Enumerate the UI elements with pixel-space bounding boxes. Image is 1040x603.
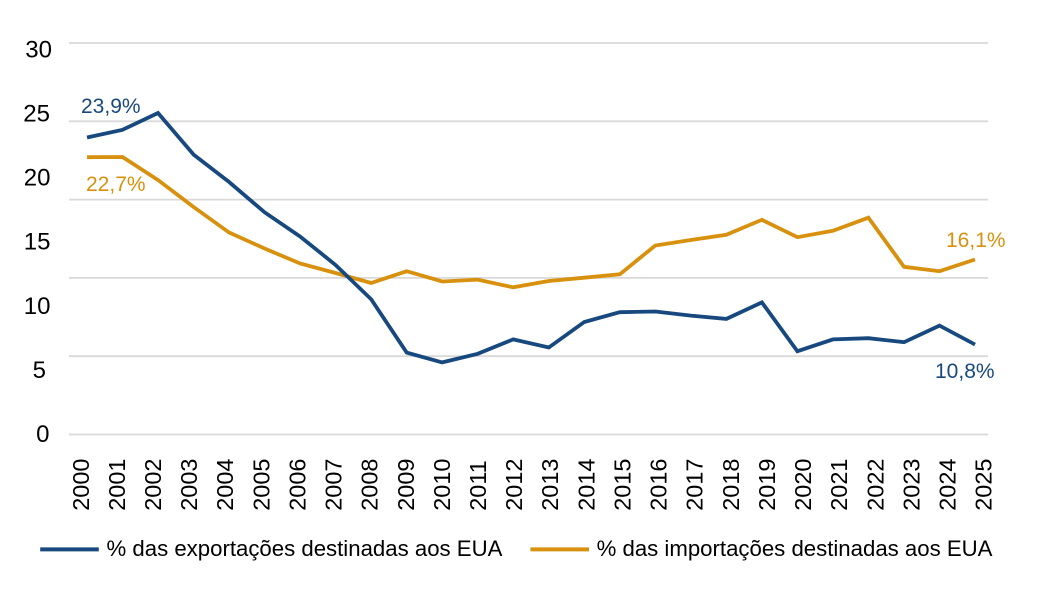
svg-text:2002: 2002	[140, 459, 166, 511]
svg-text:30: 30	[25, 36, 52, 63]
svg-text:2011: 2011	[465, 460, 491, 511]
svg-text:2009: 2009	[393, 459, 419, 511]
svg-text:2007: 2007	[321, 459, 347, 511]
svg-text:20: 20	[24, 165, 51, 192]
svg-text:% das exportações destinadas a: % das exportações destinadas aos EUA	[107, 536, 503, 561]
svg-text:2015: 2015	[610, 459, 636, 511]
svg-text:2021: 2021	[826, 459, 852, 511]
svg-text:0: 0	[36, 421, 49, 448]
svg-text:25: 25	[23, 101, 50, 128]
svg-text:2024: 2024	[935, 459, 961, 511]
svg-text:2013: 2013	[537, 459, 563, 511]
svg-text:2012: 2012	[501, 459, 527, 511]
svg-text:2018: 2018	[718, 459, 744, 511]
svg-text:% das importações destinadas a: % das importações destinadas aos EUA	[597, 536, 993, 561]
svg-text:2004: 2004	[212, 459, 238, 511]
svg-text:2000: 2000	[68, 459, 94, 511]
svg-text:5: 5	[33, 357, 46, 384]
svg-text:22,7%: 22,7%	[86, 173, 146, 196]
svg-text:2001: 2001	[104, 459, 130, 511]
svg-text:2019: 2019	[754, 459, 780, 511]
svg-text:2003: 2003	[176, 459, 202, 511]
svg-text:2005: 2005	[248, 459, 274, 511]
svg-text:2017: 2017	[682, 459, 708, 511]
svg-text:15: 15	[24, 229, 51, 256]
svg-text:2008: 2008	[357, 459, 383, 511]
svg-text:2010: 2010	[429, 459, 455, 511]
svg-text:2025: 2025	[971, 459, 997, 511]
svg-text:2006: 2006	[285, 459, 311, 511]
svg-text:2016: 2016	[646, 459, 672, 511]
svg-text:2014: 2014	[573, 459, 599, 511]
svg-text:2023: 2023	[898, 459, 924, 511]
svg-text:2020: 2020	[790, 459, 816, 511]
svg-text:10: 10	[24, 293, 51, 320]
svg-text:23,9%: 23,9%	[81, 95, 141, 118]
svg-text:2022: 2022	[862, 459, 888, 511]
svg-text:10,8%: 10,8%	[935, 360, 995, 383]
svg-text:16,1%: 16,1%	[946, 229, 1006, 252]
